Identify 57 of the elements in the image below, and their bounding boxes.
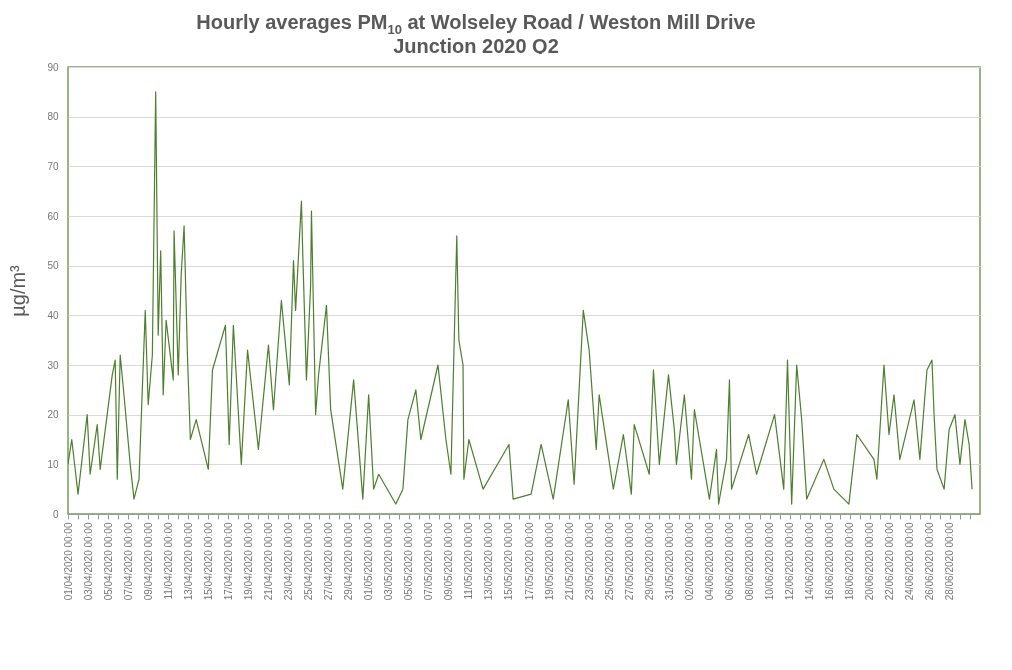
x-tick-label: 01/04/2020 00:00 — [62, 522, 74, 601]
x-tick-label: 15/04/2020 00:00 — [202, 522, 214, 601]
x-tick-label: 14/06/2020 00:00 — [804, 522, 816, 601]
y-tick-label: 50 — [47, 260, 59, 272]
x-tick-label: 10/06/2020 00:00 — [764, 522, 776, 601]
x-tick-label: 12/06/2020 00:00 — [784, 522, 796, 601]
y-axis-title: µg/m³ — [7, 264, 30, 317]
x-tick-label: 06/06/2020 00:00 — [723, 522, 735, 601]
line-series — [68, 91, 973, 505]
x-tick-label: 11/04/2020 00:00 — [162, 522, 174, 600]
x-tick-label: 23/05/2020 00:00 — [583, 522, 595, 601]
x-tick-label: 21/04/2020 00:00 — [262, 522, 274, 601]
x-tick-label: 27/05/2020 00:00 — [623, 522, 635, 601]
y-tick-label: 30 — [47, 359, 59, 371]
x-tick-label: 29/05/2020 00:00 — [643, 522, 655, 601]
x-tick-label: 03/04/2020 00:00 — [82, 522, 94, 601]
y-tick-label: 60 — [47, 210, 59, 222]
x-tick-label: 21/05/2020 00:00 — [563, 522, 575, 601]
x-tick-label: 20/06/2020 00:00 — [864, 522, 876, 601]
x-tick-label: 15/05/2020 00:00 — [503, 522, 515, 601]
x-tick-label: 07/05/2020 00:00 — [423, 522, 435, 601]
x-tick-label: 26/06/2020 00:00 — [924, 522, 936, 601]
x-tick-label: 19/05/2020 00:00 — [543, 522, 555, 601]
y-tick-label: 90 — [47, 61, 59, 73]
y-tick-label: 20 — [47, 409, 59, 421]
x-tick-label: 03/05/2020 00:00 — [383, 522, 395, 601]
y-tick-label: 0 — [52, 508, 59, 520]
y-tick-label: 70 — [47, 160, 59, 172]
x-tick-label: 09/04/2020 00:00 — [142, 522, 154, 601]
x-tick-label: 27/04/2020 00:00 — [323, 522, 335, 601]
x-tick-label: 29/04/2020 00:00 — [343, 522, 355, 601]
x-tick-label: 24/06/2020 00:00 — [904, 522, 916, 601]
x-tick-label: 13/04/2020 00:00 — [182, 522, 194, 601]
x-tick-label: 16/06/2020 00:00 — [824, 522, 836, 601]
x-tick-label: 04/06/2020 00:00 — [703, 522, 715, 601]
x-tick-label: 08/06/2020 00:00 — [743, 522, 755, 601]
x-tick-label: 05/05/2020 00:00 — [403, 522, 415, 601]
x-tick-label: 22/06/2020 00:00 — [884, 522, 896, 601]
x-tick-label: 13/05/2020 00:00 — [483, 522, 495, 601]
x-tick-label: 31/05/2020 00:00 — [663, 522, 675, 601]
x-tick-label: 05/04/2020 00:00 — [102, 522, 114, 601]
x-tick-label: 23/04/2020 00:00 — [282, 522, 294, 601]
y-tick-label: 40 — [47, 309, 59, 321]
x-tick-label: 28/06/2020 00:00 — [944, 522, 956, 601]
x-tick-label: 18/06/2020 00:00 — [844, 522, 856, 601]
x-tick-label: 19/04/2020 00:00 — [242, 522, 254, 601]
x-tick-label: 01/05/2020 00:00 — [363, 522, 375, 601]
y-tick-label: 10 — [47, 458, 59, 470]
x-tick-label: 17/05/2020 00:00 — [523, 522, 535, 601]
x-tick-label: 09/05/2020 00:00 — [443, 522, 455, 601]
x-tick-label: 17/04/2020 00:00 — [222, 522, 234, 601]
x-tick-label: 02/06/2020 00:00 — [683, 522, 695, 601]
y-tick-label: 80 — [47, 111, 59, 123]
x-tick-label: 11/05/2020 00:00 — [463, 522, 475, 600]
x-tick-label: 25/05/2020 00:00 — [603, 522, 615, 601]
x-tick-label: 07/04/2020 00:00 — [122, 522, 134, 601]
x-tick-label: 25/04/2020 00:00 — [303, 522, 315, 601]
